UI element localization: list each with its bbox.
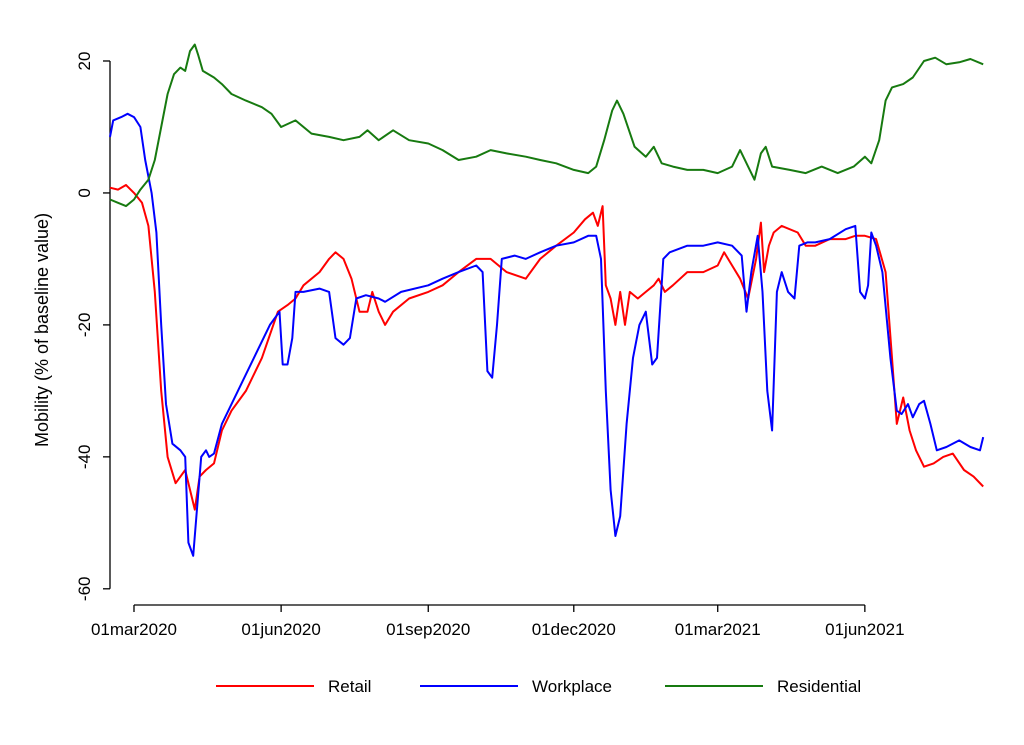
y-axis: 20 0 -20 -40 -60 bbox=[75, 52, 111, 602]
x-tick-label: 01jun2020 bbox=[241, 620, 320, 639]
y-tick-label: -40 bbox=[75, 445, 94, 470]
legend: Retail Workplace Residential bbox=[216, 677, 861, 696]
legend-label-residential: Residential bbox=[777, 677, 861, 696]
x-tick-label: 01mar2021 bbox=[675, 620, 761, 639]
x-tick-label: 01sep2020 bbox=[386, 620, 470, 639]
series-line-residential bbox=[109, 43, 984, 208]
x-tick-label: 01jun2021 bbox=[825, 620, 904, 639]
series-line-retail bbox=[109, 184, 984, 511]
series-line-workplace bbox=[109, 112, 985, 557]
legend-label-retail: Retail bbox=[328, 677, 371, 696]
x-tick-label: 01dec2020 bbox=[532, 620, 616, 639]
y-tick-label: 20 bbox=[75, 52, 94, 71]
y-tick-label: -20 bbox=[75, 313, 94, 338]
y-tick-label: 0 bbox=[75, 188, 94, 197]
y-tick-label: -60 bbox=[75, 577, 94, 602]
plot-lines bbox=[109, 43, 985, 557]
x-axis: 01mar2020 01jun2020 01sep2020 01dec2020 01ma… bbox=[91, 604, 905, 639]
x-tick-label: 01mar2020 bbox=[91, 620, 177, 639]
legend-label-workplace: Workplace bbox=[532, 677, 612, 696]
y-axis-title: Mobility (% of baseline value) bbox=[32, 213, 52, 447]
